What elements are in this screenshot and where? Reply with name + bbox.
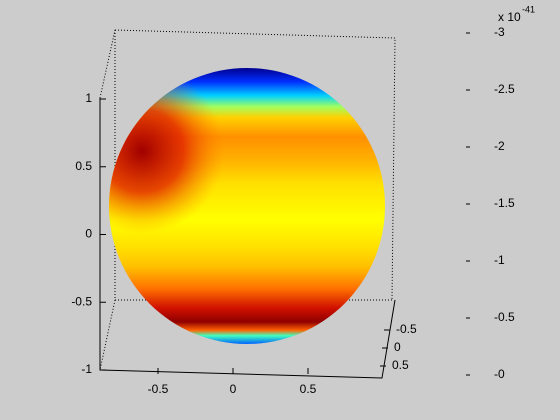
colorbar-scale: x 10	[498, 10, 521, 24]
colorbar-tick-label: -2	[494, 139, 505, 153]
colorbar-tick-label: -0	[494, 367, 505, 381]
x-tick-label: 0.5	[300, 382, 317, 396]
y-tick-label: 0	[394, 340, 401, 354]
z-tick-label: 0.5	[75, 159, 92, 173]
y-tick-label: -0.5	[396, 322, 417, 336]
x-tick-label: 0	[230, 382, 237, 396]
z-tick-label: -0.5	[71, 294, 92, 308]
z-tick-label: 1	[85, 91, 92, 105]
colorbar-tick-label: -3	[494, 25, 505, 39]
z-tick-label: 0	[85, 227, 92, 241]
colorbar-exponent: -41	[522, 4, 535, 14]
z-tick-label: -1	[81, 362, 92, 376]
x-tick-label: -0.5	[148, 382, 169, 396]
colorbar-tick-label: -1	[494, 253, 505, 267]
sphere-surface	[109, 68, 385, 344]
colorbar-tick-label: -2.5	[494, 82, 515, 96]
y-tick-label: 0.5	[392, 358, 409, 372]
colorbar-tick-label: -0.5	[494, 310, 515, 324]
colorbar-tick-label: -1.5	[494, 196, 515, 210]
